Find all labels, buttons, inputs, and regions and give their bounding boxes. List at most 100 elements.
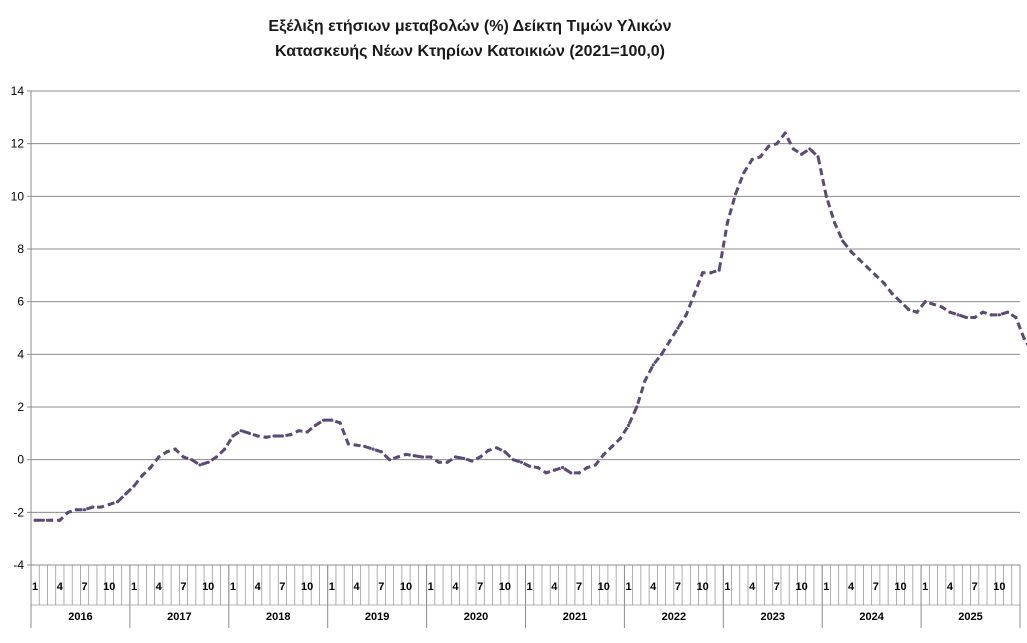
x-year-label: 2025	[958, 611, 982, 623]
data-point	[41, 518, 45, 522]
data-point	[701, 271, 705, 275]
data-point	[684, 313, 688, 317]
x-month-label: 4	[749, 581, 756, 593]
x-month-label: 1	[625, 581, 631, 593]
data-point	[528, 464, 532, 468]
data-point	[857, 257, 861, 262]
data-point	[659, 352, 664, 356]
series-line	[35, 131, 1027, 522]
x-month-label: 1	[724, 581, 730, 593]
data-point	[931, 302, 936, 306]
data-point	[626, 423, 631, 428]
x-month-label: 4	[551, 581, 558, 593]
data-point	[668, 339, 672, 343]
data-point	[841, 239, 845, 243]
data-point	[379, 450, 383, 454]
gridlines	[31, 90, 1020, 566]
x-month-label: 10	[103, 581, 115, 593]
data-point	[552, 468, 556, 472]
data-point	[948, 310, 952, 314]
data-point	[907, 307, 911, 312]
data-point	[709, 271, 713, 275]
data-point	[173, 447, 177, 451]
x-month-label: 10	[993, 581, 1005, 593]
data-point	[140, 473, 144, 478]
x-month-label: 1	[823, 581, 829, 593]
chart-title: Εξέλιξη ετήσιων μεταβολών (%) Δείκτη Τιμ…	[0, 14, 940, 64]
x-month-label: 7	[972, 581, 978, 593]
data-point	[239, 429, 243, 433]
x-month-label: 1	[922, 581, 928, 593]
data-point	[775, 142, 779, 146]
data-point	[412, 454, 416, 458]
data-point	[898, 300, 903, 304]
data-point	[58, 518, 62, 522]
data-point	[214, 455, 219, 459]
x-month-label: 7	[82, 581, 88, 593]
x-month-label: 1	[131, 581, 137, 593]
data-point	[816, 155, 820, 159]
data-point	[305, 430, 309, 434]
x-month-label: 10	[697, 581, 709, 593]
data-point	[247, 431, 252, 435]
x-year-label: 2022	[662, 611, 686, 623]
chart-title-line-1: Εξέλιξη ετήσιων μεταβολών (%) Δείκτη Τιμ…	[268, 18, 672, 35]
data-point	[363, 444, 367, 449]
data-point	[198, 463, 202, 467]
data-point	[33, 518, 37, 522]
data-point	[256, 434, 260, 438]
data-point	[956, 313, 960, 317]
data-point	[750, 157, 754, 162]
x-year-label: 2020	[464, 611, 488, 623]
data-point	[321, 418, 326, 422]
y-tick-label: 14	[11, 84, 25, 98]
x-month-label: 4	[848, 581, 855, 593]
data-point	[387, 458, 392, 462]
data-point	[890, 292, 894, 296]
data-point	[725, 221, 730, 225]
data-point	[511, 458, 515, 462]
data-point	[758, 155, 762, 159]
data-point	[824, 194, 828, 198]
data-point	[165, 450, 169, 454]
x-month-label: 4	[650, 581, 657, 593]
x-month-label: 7	[279, 581, 285, 593]
data-point	[396, 455, 400, 459]
data-point	[74, 508, 78, 512]
data-point	[429, 455, 433, 459]
data-point	[915, 310, 919, 314]
data-point	[997, 313, 1001, 317]
data-point	[585, 465, 589, 470]
x-month-label: 1	[527, 581, 533, 593]
data-point	[643, 379, 647, 383]
x-month-label: 4	[255, 581, 262, 593]
data-point	[280, 434, 284, 438]
data-point	[132, 484, 136, 488]
data-point	[346, 442, 350, 446]
x-month-label: 10	[795, 581, 807, 593]
x-month-label: 10	[598, 581, 610, 593]
data-point	[223, 447, 227, 451]
x-month-label: 4	[57, 581, 64, 593]
x-month-label: 7	[774, 581, 780, 593]
data-point	[799, 152, 804, 156]
x-month-label: 1	[32, 581, 38, 593]
data-point	[181, 455, 186, 459]
x-month-label: 7	[477, 581, 483, 593]
data-point	[115, 500, 120, 504]
data-point	[272, 434, 276, 438]
x-month-label: 1	[230, 581, 236, 593]
data-point	[1014, 315, 1018, 320]
data-point	[91, 505, 95, 509]
data-point	[808, 147, 812, 151]
data-point	[107, 502, 111, 507]
x-year-label: 2024	[859, 611, 884, 623]
y-tick-label: 10	[11, 189, 25, 203]
data-point	[973, 315, 977, 320]
y-tick-label: 2	[17, 400, 24, 414]
data-point	[289, 433, 293, 437]
data-point	[354, 443, 359, 447]
data-point	[832, 221, 837, 225]
data-point	[610, 444, 614, 449]
data-point	[577, 471, 581, 475]
